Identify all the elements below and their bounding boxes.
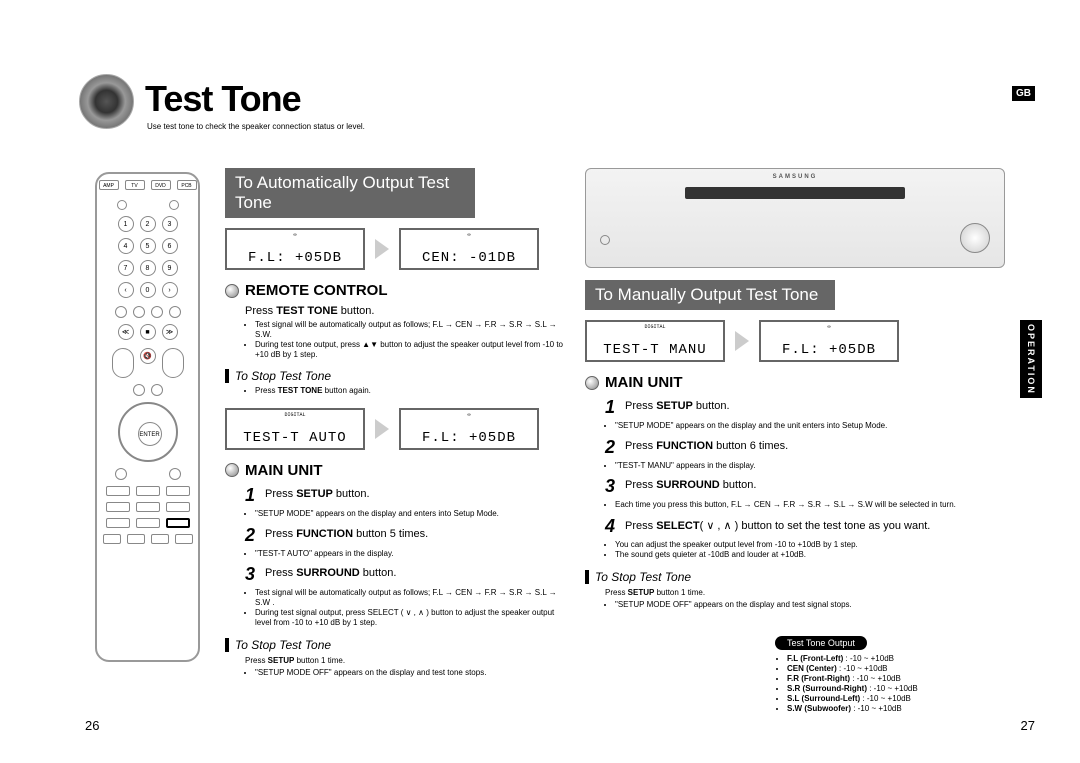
remote-btn-pcb: PCB <box>177 180 197 190</box>
bullet: During test signal output, press SELECT … <box>255 608 565 627</box>
lcd-display: ∞CEN: -01DB <box>399 228 539 270</box>
tone-item: F.L (Front-Left) : -10 ~ +10dB <box>787 654 1025 663</box>
main-unit-illustration: SAMSUNG <box>585 168 1005 268</box>
remote-dpad: ENTER <box>118 402 178 462</box>
lcd-display: DIGITALTEST-T AUTO <box>225 408 365 450</box>
bullet: "SETUP MODE" appears on the display and … <box>255 509 565 519</box>
main-unit-heading: MAIN UNIT <box>605 374 683 391</box>
main-unit-heading: MAIN UNIT <box>245 462 323 479</box>
bullet-icon <box>225 463 239 477</box>
bullet: During test tone output, press ▲▼ button… <box>255 340 565 359</box>
test-tone-output-box: Test Tone Output F.L (Front-Left) : -10 … <box>775 636 1025 713</box>
tone-item: S.L (Surround-Left) : -10 ~ +10dB <box>787 694 1025 703</box>
step-text: Press SURROUND button. <box>625 476 756 491</box>
remote-btn-tv: TV <box>125 180 145 190</box>
bullet-icon <box>585 376 599 390</box>
bullet: "TEST-T MANU" appears in the display. <box>615 461 1025 471</box>
step-text: Press FUNCTION button 6 times. <box>625 437 788 452</box>
speaker-graphic <box>79 74 134 129</box>
bullet: "SETUP MODE" appears on the display and … <box>615 421 1025 431</box>
manual-section-bar: To Manually Output Test Tone <box>585 280 835 310</box>
operation-tab: OPERATION <box>1020 320 1042 398</box>
page-title: Test Tone <box>145 78 301 120</box>
lcd-display: ∞F.L: +05DB <box>399 408 539 450</box>
remote-btn-amp: AMP <box>99 180 119 190</box>
instruction: Press TEST TONE button. <box>245 305 565 317</box>
mute-icon: 🔇 <box>140 348 156 364</box>
remote-illustration: AMP TV DVD PCB 123 456 789 ‹0› ≪■≫ 🔇 ENT… <box>95 172 200 662</box>
bullet: You can adjust the speaker output level … <box>615 540 1025 550</box>
auto-section: To Automatically Output Test Tone ∞F.L: … <box>225 168 565 678</box>
remote-heading: REMOTE CONTROL <box>245 282 388 299</box>
step-text: Press SELECT( ∨ , ∧ ) button to set the … <box>625 516 930 532</box>
step-text: Press SURROUND button. <box>265 564 396 579</box>
auto-section-bar: To Automatically Output Test Tone <box>225 168 475 218</box>
tone-item: CEN (Center) : -10 ~ +10dB <box>787 664 1025 673</box>
bullet: "TEST-T AUTO" appears in the display. <box>255 549 565 559</box>
lcd-display: DIGITALTEST-T MANU <box>585 320 725 362</box>
lcd-display: ∞F.L: +05DB <box>225 228 365 270</box>
step-text: Press SETUP button. <box>265 485 370 500</box>
bullet: Press TEST TONE button again. <box>255 386 565 396</box>
remote-btn-dvd: DVD <box>151 180 171 190</box>
tone-item: S.R (Surround-Right) : -10 ~ +10dB <box>787 684 1025 693</box>
tone-item: S.W (Subwoofer) : -10 ~ +10dB <box>787 704 1025 713</box>
stop-heading: To Stop Test Tone <box>595 570 691 584</box>
tone-item: F.R (Front-Right) : -10 ~ +10dB <box>787 674 1025 683</box>
manual-section: SAMSUNG To Manually Output Test Tone DIG… <box>585 168 1025 714</box>
note: Press SETUP button 1 time. <box>605 588 1025 597</box>
bullet-icon <box>225 284 239 298</box>
step-text: Press FUNCTION button 5 times. <box>265 525 428 540</box>
arrow-icon <box>375 419 389 439</box>
arrow-icon <box>735 331 749 351</box>
language-badge: GB <box>1012 86 1035 101</box>
step-text: Press SETUP button. <box>625 397 730 412</box>
bullet: Each time you press this button, F.L → C… <box>615 500 1025 510</box>
bullet: "SETUP MODE OFF" appears on the display … <box>255 668 565 678</box>
bullet: The sound gets quieter at -10dB and loud… <box>615 550 1025 560</box>
tone-output-title: Test Tone Output <box>775 636 867 650</box>
bullet: Test signal will be automatically output… <box>255 588 565 607</box>
lcd-display: ∞F.L: +05DB <box>759 320 899 362</box>
stop-heading: To Stop Test Tone <box>235 638 331 652</box>
bullet: Test signal will be automatically output… <box>255 320 565 339</box>
page-number-right: 27 <box>1021 718 1035 733</box>
subtitle: Use test tone to check the speaker conne… <box>147 122 365 131</box>
page-number-left: 26 <box>85 718 99 733</box>
note: Press SETUP button 1 time. <box>245 656 565 665</box>
stop-heading: To Stop Test Tone <box>235 369 331 383</box>
arrow-icon <box>375 239 389 259</box>
bullet: "SETUP MODE OFF" appears on the display … <box>615 600 1025 610</box>
